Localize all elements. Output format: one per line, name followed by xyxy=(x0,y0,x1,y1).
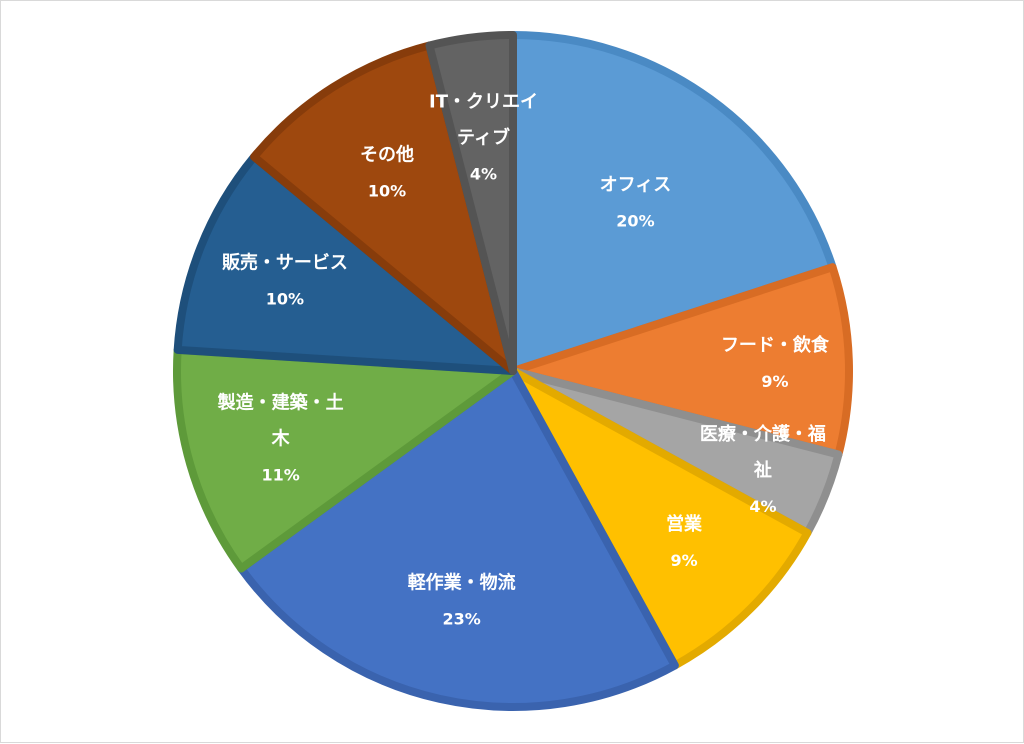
slice-category-label: 軽作業・物流 xyxy=(408,572,516,594)
pie-slice-3 xyxy=(509,367,812,670)
slice-category-label: 製造・建築・土 xyxy=(217,391,344,413)
slice-category-label: 祉 xyxy=(754,460,772,481)
slice-percent-label: 10% xyxy=(368,181,406,200)
slice-percent-label: 23% xyxy=(443,610,481,629)
slice-label-5: 製造・建築・土木 11% xyxy=(217,391,344,484)
slice-label-3: 営業 9% xyxy=(666,513,703,570)
pie-slice-8 xyxy=(425,31,517,375)
slice-category-label: 木 xyxy=(271,427,291,449)
slice-percent-label: 10% xyxy=(266,290,304,309)
slice-label-2: 医療・介護・福祉 4% xyxy=(700,423,826,516)
pie-slice-0 xyxy=(509,31,837,375)
slice-label-1: フード・飲食 9% xyxy=(721,334,830,391)
slices-layer xyxy=(173,31,853,711)
slice-percent-label: 4% xyxy=(749,497,776,516)
slice-label-7: その他 10% xyxy=(360,143,414,200)
slice-percent-label: 4% xyxy=(470,165,497,184)
pie-slice-1 xyxy=(509,263,853,459)
slice-label-4: 軽作業・物流 23% xyxy=(408,572,516,629)
pie-slice-5 xyxy=(173,345,517,573)
slice-percent-label: 20% xyxy=(616,211,654,230)
pie-slice-6 xyxy=(173,152,517,375)
slice-percent-label: 11% xyxy=(262,465,300,484)
slice-percent-label: 9% xyxy=(761,372,788,391)
labels-layer: オフィス 20% フード・飲食 9% 医療・介護・福祉 4% 営業 9% 軽作業・物流 23% 製造… xyxy=(217,92,830,629)
pie-slice-4 xyxy=(237,367,679,711)
slice-category-label: フード・飲食 xyxy=(721,334,830,356)
slice-category-label: ティブ xyxy=(457,127,510,149)
slice-label-6: 販売・サービス 10% xyxy=(222,252,348,309)
slice-category-label: IT・クリエイ xyxy=(429,92,538,113)
slice-category-label: オフィス xyxy=(600,174,672,195)
slice-percent-label: 9% xyxy=(670,551,697,570)
slice-category-label: 営業 xyxy=(666,513,703,535)
slice-category-label: その他 xyxy=(360,143,414,165)
slice-category-label: 販売・サービス xyxy=(222,252,348,274)
slice-category-label: 医療・介護・福 xyxy=(700,423,826,445)
slice-label-0: オフィス 20% xyxy=(600,174,672,230)
